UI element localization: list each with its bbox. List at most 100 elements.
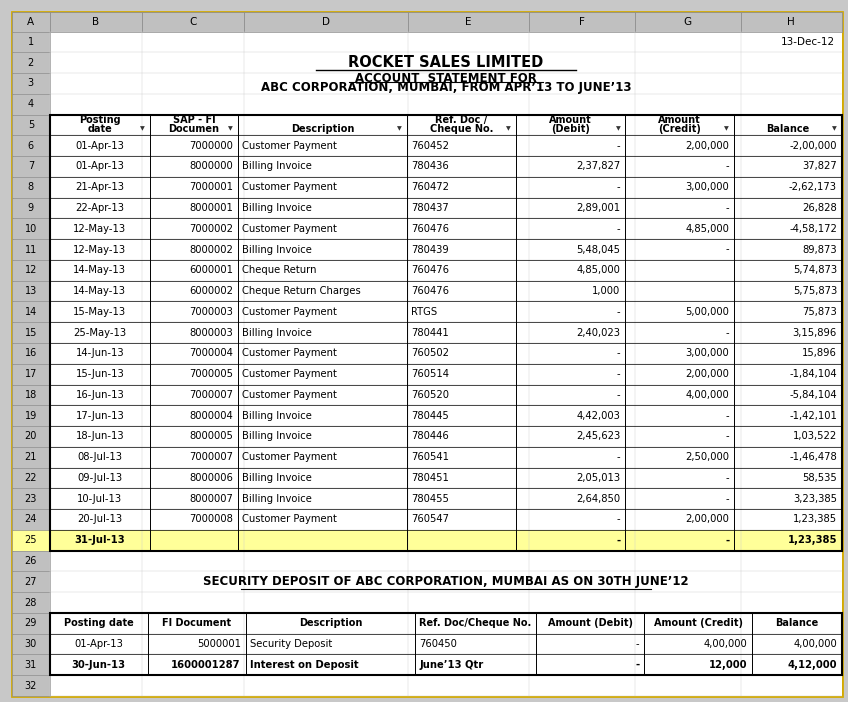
Text: -: - — [726, 411, 729, 420]
Text: 7000007: 7000007 — [189, 390, 233, 400]
Text: 5,00,000: 5,00,000 — [685, 307, 729, 317]
Text: 780439: 780439 — [411, 244, 449, 255]
Text: 3: 3 — [28, 79, 34, 88]
Text: 15: 15 — [25, 328, 37, 338]
Bar — [12, 364, 50, 385]
Text: 2,64,850: 2,64,850 — [577, 494, 621, 504]
Text: 32: 32 — [25, 681, 37, 691]
Text: Amount (Debit): Amount (Debit) — [548, 618, 633, 628]
Text: 780441: 780441 — [411, 328, 449, 338]
Text: 15-Jun-13: 15-Jun-13 — [75, 369, 124, 379]
Text: Customer Payment: Customer Payment — [243, 515, 337, 524]
Text: 4,42,003: 4,42,003 — [577, 411, 621, 420]
Bar — [12, 260, 50, 281]
Text: 7000007: 7000007 — [189, 452, 233, 462]
Bar — [12, 468, 50, 489]
Text: 22: 22 — [25, 473, 37, 483]
Text: Amount: Amount — [658, 115, 701, 125]
Bar — [50, 592, 842, 613]
Text: 16-Jun-13: 16-Jun-13 — [75, 390, 124, 400]
Text: ▼: ▼ — [724, 126, 729, 131]
Text: A: A — [27, 17, 35, 27]
Text: 6000001: 6000001 — [189, 265, 233, 275]
Text: 4,85,000: 4,85,000 — [685, 224, 729, 234]
Text: 21-Apr-13: 21-Apr-13 — [75, 183, 125, 192]
Bar — [50, 405, 842, 426]
Text: 26: 26 — [25, 556, 37, 566]
Text: ▼: ▼ — [832, 126, 837, 131]
Text: 3,23,385: 3,23,385 — [793, 494, 837, 504]
Text: 25-May-13: 25-May-13 — [73, 328, 126, 338]
Text: 6000002: 6000002 — [189, 286, 233, 296]
Text: 7: 7 — [28, 161, 34, 171]
Text: 21: 21 — [25, 452, 37, 462]
Bar — [50, 239, 842, 260]
Text: Customer Payment: Customer Payment — [243, 140, 337, 151]
Bar — [12, 281, 50, 301]
Text: Cheque No.: Cheque No. — [430, 124, 493, 134]
Text: Amount: Amount — [550, 115, 592, 125]
Text: 2,89,001: 2,89,001 — [577, 203, 621, 213]
Text: 4,85,000: 4,85,000 — [577, 265, 621, 275]
Text: 12,000: 12,000 — [709, 660, 747, 670]
Text: H: H — [788, 17, 795, 27]
Text: 5,75,873: 5,75,873 — [793, 286, 837, 296]
Text: -: - — [726, 244, 729, 255]
Text: 2,00,000: 2,00,000 — [685, 140, 729, 151]
Text: 09-Jul-13: 09-Jul-13 — [77, 473, 122, 483]
Text: 3,00,000: 3,00,000 — [685, 183, 729, 192]
Bar — [50, 198, 842, 218]
Text: -: - — [726, 161, 729, 171]
Bar — [50, 489, 842, 509]
Bar — [50, 52, 842, 73]
Bar — [50, 613, 842, 634]
Text: -: - — [726, 203, 729, 213]
Text: Amount (Credit): Amount (Credit) — [654, 618, 743, 628]
Bar — [50, 654, 842, 675]
Text: -2,62,173: -2,62,173 — [789, 183, 837, 192]
Text: RTGS: RTGS — [411, 307, 437, 317]
Text: 24: 24 — [25, 515, 37, 524]
Bar — [50, 94, 842, 114]
Text: 3,15,896: 3,15,896 — [793, 328, 837, 338]
Text: Balance: Balance — [775, 618, 818, 628]
Text: SECURITY DEPOSIT OF ABC CORPORATION, MUMBAI AS ON 30TH JUNE’12: SECURITY DEPOSIT OF ABC CORPORATION, MUM… — [203, 576, 689, 588]
Bar — [12, 73, 50, 94]
Text: 8000001: 8000001 — [189, 203, 233, 213]
Bar — [50, 218, 842, 239]
Text: 16: 16 — [25, 348, 37, 358]
Text: Customer Payment: Customer Payment — [243, 452, 337, 462]
Text: Description: Description — [298, 618, 362, 628]
Text: 25: 25 — [25, 535, 37, 545]
Text: 20: 20 — [25, 432, 37, 442]
Text: E: E — [465, 17, 471, 27]
Text: 8000007: 8000007 — [189, 494, 233, 504]
Text: 28: 28 — [25, 597, 37, 607]
Text: Customer Payment: Customer Payment — [243, 369, 337, 379]
Text: 2,40,023: 2,40,023 — [577, 328, 621, 338]
Bar — [12, 198, 50, 218]
Text: ▼: ▼ — [397, 126, 402, 131]
Text: 20-Jul-13: 20-Jul-13 — [77, 515, 122, 524]
Text: 31: 31 — [25, 660, 37, 670]
Text: -: - — [616, 515, 621, 524]
Text: -: - — [616, 140, 621, 151]
Bar — [12, 301, 50, 322]
Bar — [50, 364, 842, 385]
Text: 1,23,385: 1,23,385 — [793, 515, 837, 524]
Text: ▼: ▼ — [140, 126, 145, 131]
Text: Customer Payment: Customer Payment — [243, 224, 337, 234]
Bar — [50, 322, 842, 343]
Text: Posting date: Posting date — [64, 618, 134, 628]
Text: 780437: 780437 — [411, 203, 449, 213]
Text: 780436: 780436 — [411, 161, 449, 171]
Text: 26,828: 26,828 — [802, 203, 837, 213]
Bar — [12, 135, 50, 156]
Bar — [50, 12, 142, 32]
Text: 5,74,873: 5,74,873 — [793, 265, 837, 275]
Text: 19: 19 — [25, 411, 37, 420]
Text: 1,23,385: 1,23,385 — [788, 535, 837, 545]
Text: 760452: 760452 — [411, 140, 449, 151]
Text: 14-Jun-13: 14-Jun-13 — [75, 348, 124, 358]
Text: 760450: 760450 — [419, 639, 457, 649]
